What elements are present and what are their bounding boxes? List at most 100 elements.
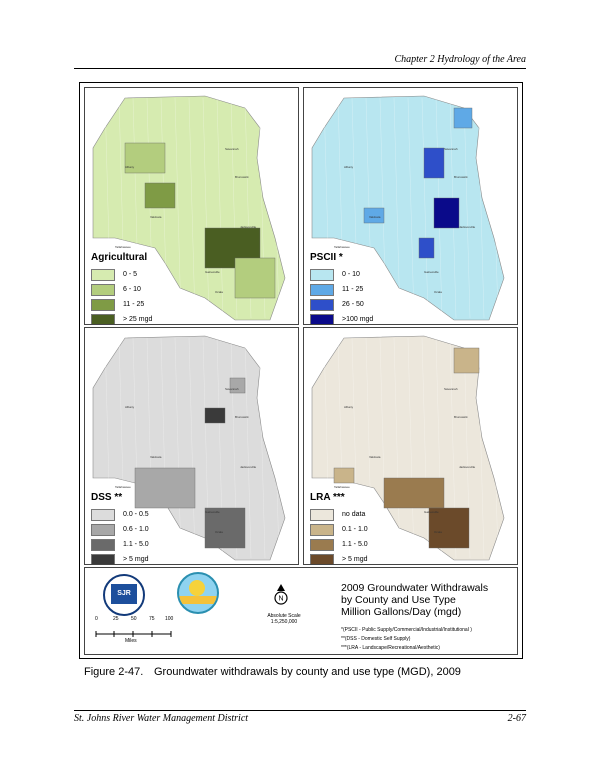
title-line: Million Gallons/Day (mgd) (341, 606, 462, 618)
county-highlight (333, 467, 355, 484)
county-boundary (393, 337, 401, 559)
county-highlight (229, 377, 246, 394)
county-boundary (216, 97, 224, 319)
north-arrow-icon: N (274, 584, 288, 605)
county-boundary (323, 97, 331, 319)
city-label: Savannah (444, 387, 458, 391)
scale-tick: 50 (131, 616, 137, 622)
city-label: Jacksonville (459, 465, 476, 469)
legend-item: > 5 mgd (310, 552, 368, 564)
city-label: Savannah (444, 147, 458, 151)
legend-pscii: PSCII * 0 - 10 11 - 25 26 - 50 >100 mgd (310, 252, 373, 324)
figure-map-title: 2009 Groundwater Withdrawals by County a… (341, 582, 488, 618)
county-boundary (477, 337, 485, 559)
county-boundary (421, 337, 429, 559)
scale-value: 1:5,250,000 (270, 619, 298, 625)
legend-item: > 25 mgd (91, 312, 152, 324)
county-boundary (272, 97, 280, 319)
county-highlight (383, 477, 445, 509)
legend-swatch (310, 523, 334, 536)
title-line: by County and Use Type (341, 594, 456, 606)
sjr-logo: SJR (103, 574, 145, 616)
scale-tick: 75 (149, 616, 155, 622)
city-label: Brunswick (454, 415, 468, 419)
legend-item: > 5 mgd (91, 552, 149, 564)
county-boundary (174, 337, 182, 559)
city-label: Ocala (434, 290, 442, 294)
county-boundary (132, 97, 140, 319)
legend-item: 0 - 5 (91, 267, 152, 282)
legend-swatch (91, 313, 115, 324)
county-boundary (146, 337, 154, 559)
county-boundary (202, 97, 210, 319)
county-boundary (407, 97, 415, 319)
legend-item: 0.1 - 1.0 (310, 522, 368, 537)
legend-label: 6 - 10 (123, 286, 141, 293)
city-label: Tallahassee (334, 245, 350, 249)
county-boundary (160, 337, 168, 559)
page-header: Chapter 2 Hydrology of the Area (74, 50, 526, 69)
caption-text: Groundwater withdrawals by county and us… (154, 666, 461, 678)
county-highlight (204, 407, 226, 424)
legend-swatch (91, 298, 115, 311)
county-boundary (421, 97, 429, 319)
note-line: **(DSS - Domestic Self Supply) (341, 636, 411, 642)
legend-item: 1.1 - 5.0 (91, 537, 149, 552)
city-label: Savannah (225, 387, 239, 391)
sun-icon (189, 580, 205, 596)
footer-org: St. Johns River Water Management Distric… (74, 713, 249, 724)
county-boundary (351, 97, 359, 319)
county-boundary (337, 337, 345, 559)
city-label: Gainesville (205, 270, 220, 274)
county-highlight (453, 107, 473, 129)
city-label: Brunswick (454, 175, 468, 179)
county-highlight (428, 507, 470, 549)
county-boundary (323, 337, 331, 559)
figure-frame: Savannah Albany Valdosta Brunswick Tallahass… (79, 82, 523, 659)
page-number: 2-67 (507, 713, 526, 724)
partner-seal-logo (177, 572, 219, 614)
legend-swatch (310, 268, 334, 281)
city-label: Valdosta (150, 215, 162, 219)
county-boundary (477, 97, 485, 319)
county-boundary (379, 337, 387, 559)
scale-tick: 0 (95, 616, 98, 622)
county-highlight (144, 182, 176, 209)
legend-title: LRA *** (310, 492, 345, 503)
city-label: Gainesville (424, 270, 439, 274)
legend-swatch (91, 508, 115, 521)
county-highlight (134, 467, 196, 509)
county-highlight (124, 142, 166, 174)
city-label: Brunswick (235, 415, 249, 419)
scale-label: Absolute Scale 1:5,250,000 (253, 613, 315, 625)
city-label: Jacksonville (240, 225, 257, 229)
legend-swatch (91, 283, 115, 296)
city-label: Ocala (434, 530, 442, 534)
legend-agricultural: Agricultural 0 - 5 6 - 10 11 - 25 > 25 m… (91, 252, 152, 324)
legend-item: 0.0 - 0.5 (91, 507, 149, 522)
legend-label: 0 - 5 (123, 271, 138, 278)
legend-swatch (91, 268, 115, 281)
county-highlight (423, 147, 445, 179)
city-label: Valdosta (369, 455, 381, 459)
svg-text:N: N (278, 596, 283, 603)
legend-item: 11 - 25 (91, 297, 152, 312)
county-boundary (132, 337, 140, 559)
county-boundary (118, 97, 126, 319)
figure-number: Figure 2-47. (84, 666, 144, 678)
map-panel-dss: Savannah Albany Valdosta Brunswick Tallahass… (84, 327, 299, 565)
abbreviation-notes: *(PSCII - Public Supply/Commercial/Indus… (341, 626, 472, 653)
county-highlight (433, 197, 460, 229)
city-label: Albany (344, 405, 354, 409)
legend-label: 0.6 - 1.0 (123, 526, 149, 533)
map-panel-lra: Savannah Albany Valdosta Brunswick Tallahass… (303, 327, 518, 565)
legend-label: > 5 mgd (342, 556, 368, 563)
county-boundary (491, 97, 499, 319)
legend-title: PSCII * (310, 252, 343, 263)
city-label: Albany (125, 165, 135, 169)
city-label: Jacksonville (459, 225, 476, 229)
page-footer: St. Johns River Water Management Distric… (74, 710, 526, 724)
county-highlight (418, 237, 435, 259)
legend-item: 26 - 50 (310, 297, 373, 312)
legend-item: >100 mgd (310, 312, 373, 324)
